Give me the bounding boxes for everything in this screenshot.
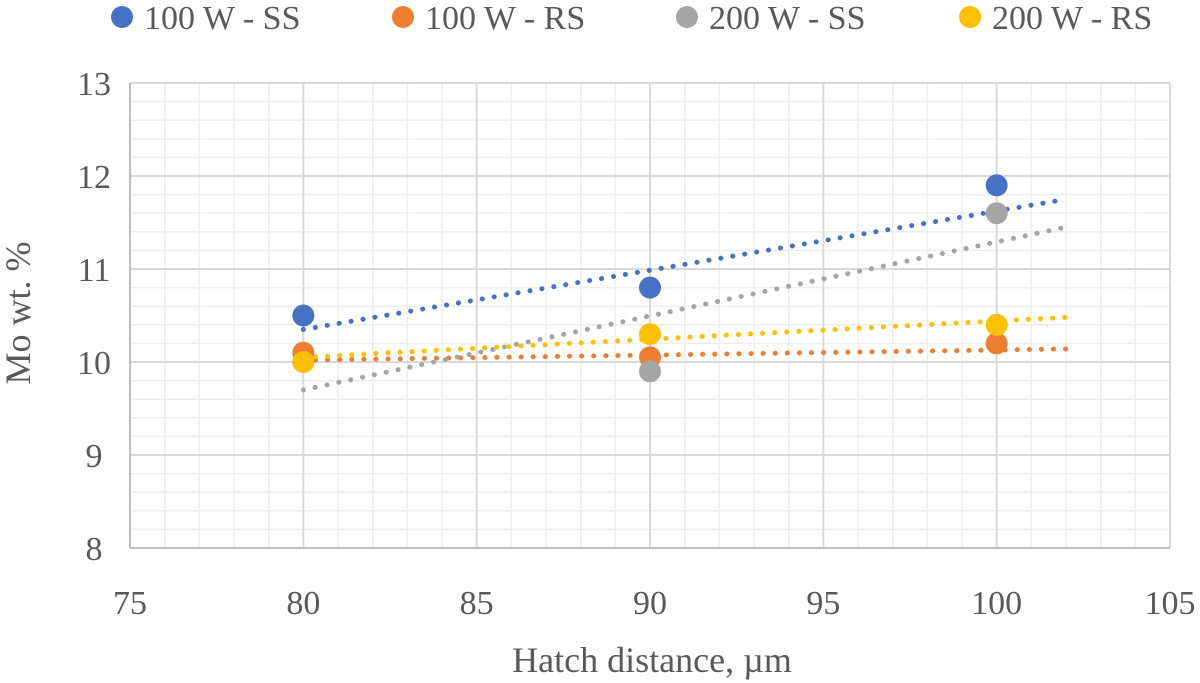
y-tick-label: 10	[77, 345, 111, 382]
data-point	[292, 351, 315, 373]
trendlines	[300, 196, 1069, 393]
x-tick-label: 100	[971, 585, 1022, 622]
x-tick-label: 75	[113, 585, 147, 622]
data-points	[292, 174, 1008, 383]
x-tick-label: 95	[806, 585, 840, 622]
y-tick-label: 12	[77, 159, 111, 196]
x-tick-label: 85	[460, 585, 494, 622]
y-tick-label: 11	[78, 252, 111, 289]
data-point	[985, 202, 1008, 225]
trendline-100-w-ss	[300, 196, 1069, 332]
data-point	[639, 323, 661, 346]
legend-label: 100 W - SS	[144, 0, 301, 37]
legend: 100 W - SS 100 W - RS 200 W - SS 200 W - RS	[111, 0, 1152, 37]
major-gridlines	[130, 82, 1171, 548]
legend-marker	[111, 6, 133, 28]
tick-labels: 75 80 85 90 95 100 105 8 9 10 11 12 13	[77, 66, 1196, 622]
data-point	[985, 332, 1008, 355]
legend-label: 200 W - SS	[709, 0, 866, 37]
legend-label: 100 W - RS	[425, 0, 585, 37]
y-tick-label: 9	[86, 438, 103, 475]
data-point	[985, 313, 1008, 336]
data-point	[985, 174, 1008, 197]
legend-marker	[676, 6, 698, 28]
y-axis-title: Mo wt. %	[0, 242, 38, 385]
legend-marker	[959, 6, 981, 28]
data-point	[639, 360, 661, 383]
x-tick-label: 105	[1145, 585, 1196, 622]
y-tick-label: 8	[86, 531, 103, 568]
axes	[129, 83, 1170, 549]
data-point	[639, 276, 661, 299]
x-tick-label: 80	[286, 585, 320, 622]
y-tick-label: 13	[77, 66, 111, 103]
legend-label: 200 W - RS	[992, 0, 1152, 37]
x-tick-label: 90	[633, 585, 667, 622]
legend-marker	[392, 6, 414, 28]
data-point	[292, 304, 315, 327]
x-axis-title: Hatch distance, µm	[512, 640, 792, 680]
